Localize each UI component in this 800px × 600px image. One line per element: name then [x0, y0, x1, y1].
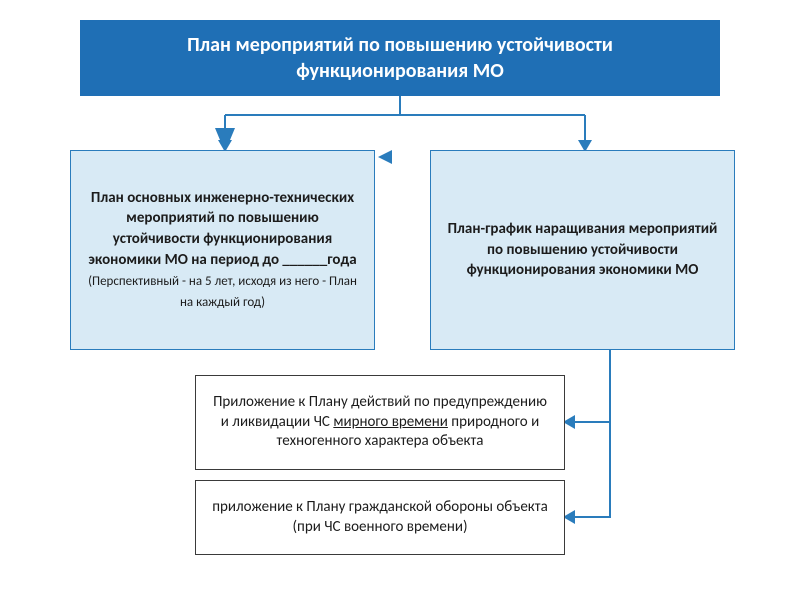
appendix-2-box: приложение к Плану гражданской обороны о… — [195, 480, 565, 555]
appendix-1-text: Приложение к Плану действий по предупреж… — [208, 393, 552, 452]
right-plan-box: План-график наращивания мероприятий по п… — [430, 150, 735, 350]
appendix-2-text: приложение к Плану гражданской обороны о… — [212, 498, 548, 537]
title-text: План мероприятий по повышению устойчивос… — [100, 32, 700, 84]
right-plan-bold: План-график наращивания мероприятий по п… — [448, 220, 718, 280]
title-box: План мероприятий по повышению устойчивос… — [80, 20, 720, 96]
left-plan-box: План основных инженерно-технических меро… — [70, 150, 375, 350]
left-plan-note: (Перспективный - на 5 лет, исходя из нег… — [88, 274, 357, 310]
left-plan-bold: План основных инженерно-технических меро… — [88, 189, 356, 269]
appendix-1-box: Приложение к Плану действий по предупреж… — [195, 375, 565, 470]
